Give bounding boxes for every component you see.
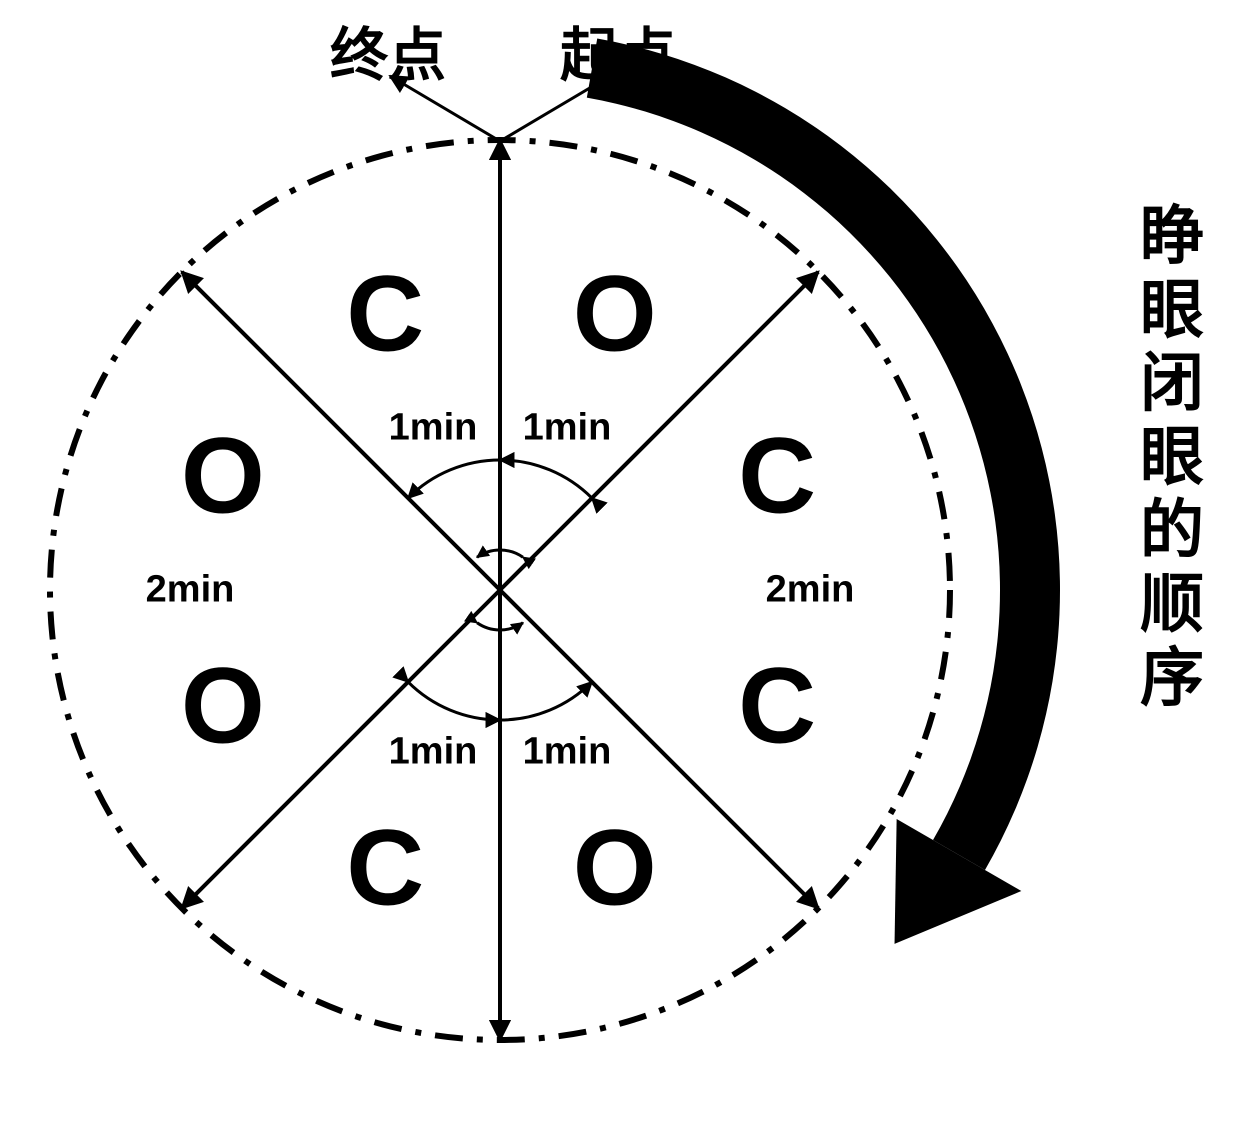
label-start: 起点 bbox=[560, 8, 676, 92]
sector-letter: C bbox=[346, 250, 424, 375]
side-char: 睁 bbox=[1140, 200, 1204, 274]
side-char: 的 bbox=[1140, 494, 1204, 568]
sector-letter: C bbox=[738, 642, 816, 767]
sector-letter: C bbox=[346, 805, 424, 930]
minute-label: 2min bbox=[146, 569, 235, 612]
diagram-stage: 终点 起点 睁眼闭眼的顺序 OCCOCOOC 1min1min1min1min2… bbox=[0, 0, 1237, 1126]
minute-label: 1min bbox=[389, 407, 478, 450]
sector-letter: O bbox=[573, 250, 657, 375]
sector-letter: C bbox=[738, 413, 816, 538]
side-char: 眼 bbox=[1140, 421, 1204, 495]
sector-letter: O bbox=[573, 805, 657, 930]
side-char: 序 bbox=[1140, 642, 1204, 716]
label-sequence-vertical: 睁眼闭眼的顺序 bbox=[1140, 200, 1204, 715]
label-end: 终点 bbox=[330, 8, 446, 92]
sector-letter: O bbox=[181, 642, 265, 767]
minute-label: 1min bbox=[523, 407, 612, 450]
minute-label: 1min bbox=[523, 730, 612, 773]
svg-layer bbox=[0, 0, 1237, 1126]
side-char: 闭 bbox=[1140, 347, 1204, 421]
minute-label: 2min bbox=[766, 569, 855, 612]
side-char: 眼 bbox=[1140, 274, 1204, 348]
minute-label: 1min bbox=[389, 730, 478, 773]
sector-letter: O bbox=[181, 413, 265, 538]
side-char: 顺 bbox=[1140, 568, 1204, 642]
